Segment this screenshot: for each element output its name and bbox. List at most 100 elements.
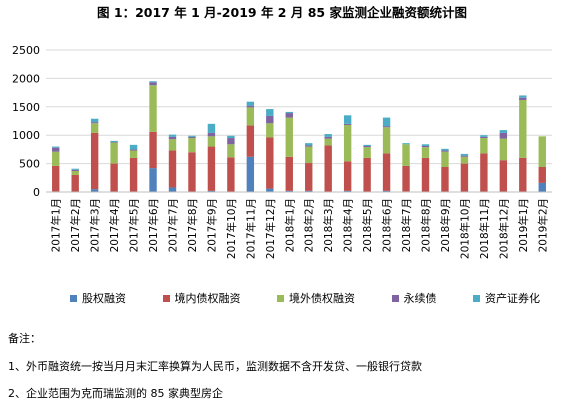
bar-segment (382, 190, 391, 192)
x-tick-label: 2017年3月 (89, 198, 102, 252)
bar-segment (285, 113, 293, 118)
bar-segment (460, 156, 469, 164)
bar-segment (285, 156, 293, 191)
bar-segment (110, 163, 118, 192)
bar-segment (90, 118, 99, 123)
x-tick-label: 2018年7月 (400, 198, 413, 252)
bar-segment (441, 151, 449, 168)
bar-segment (227, 135, 235, 139)
bar-segment (519, 95, 527, 98)
bar-segment (110, 140, 118, 143)
legend-swatch (277, 294, 284, 302)
bar-segment (480, 153, 488, 192)
x-tick-label: 2017年11月 (244, 198, 257, 259)
bar-segment (52, 146, 60, 148)
note-line-1: 1、外币融资统一按当月月末汇率换算为人民币，监测数据不含开发贷、一般银行贷款 (8, 360, 422, 373)
bar-segment (71, 168, 79, 170)
bar-segment (343, 115, 352, 124)
chart-legend: 股权融资 境内债权融资 境外债权融资 永续债 资产证券化 (70, 290, 540, 306)
bar-segment (538, 182, 546, 192)
bar-segment (343, 123, 352, 125)
legend-item: 股权融资 (70, 290, 126, 306)
bar-segment (188, 136, 196, 139)
x-tick-label: 2018年4月 (342, 198, 355, 252)
bar-segment (266, 115, 274, 124)
bar-segment (129, 144, 138, 150)
y-tick-label: 500 (19, 158, 40, 171)
bar-segment (52, 165, 60, 192)
bar-segment (460, 153, 469, 156)
bar-segment (149, 85, 157, 132)
bar-segment (207, 123, 216, 133)
stacked-bar-chart: 0 500 1000 1500 2000 2500 2017年1月 2017年2月 2017年3… (12, 44, 552, 259)
x-tick-label: 2017年9月 (205, 198, 218, 252)
bar-segment (285, 190, 293, 192)
bar-segment (538, 136, 546, 168)
x-tick-label: 2018年1月 (283, 198, 296, 252)
bar-segment (227, 157, 235, 192)
bar-segment (207, 132, 216, 137)
bar-segment (129, 157, 138, 192)
bar-segment (441, 148, 449, 151)
legend-label: 境内债权融资 (174, 292, 241, 305)
legend-item: 资产证券化 (473, 290, 540, 306)
legend-item: 永续债 (391, 290, 437, 306)
bar-segment (266, 123, 274, 138)
bar-segment (305, 145, 313, 147)
bar-segment (421, 145, 430, 148)
bar-segment (71, 169, 79, 171)
x-tick-label: 2018年8月 (420, 198, 433, 252)
bar-segment (324, 138, 332, 146)
x-tick-label: 2017年8月 (186, 198, 199, 252)
legend-label: 资产证券化 (485, 292, 540, 305)
bar-segment (246, 107, 255, 126)
bar-segment (207, 136, 216, 147)
x-tick-label: 2018年6月 (381, 198, 394, 252)
bar-segment (519, 97, 527, 100)
bar-segment (363, 145, 371, 148)
bar-segment (188, 152, 196, 192)
legend-item: 境外债权融资 (277, 290, 355, 306)
bar-segment (382, 127, 391, 154)
bar-segment (227, 144, 235, 158)
bar-segment (324, 136, 332, 139)
bar-segment (110, 142, 118, 164)
bar-segment (363, 147, 371, 158)
bar-segment (421, 144, 430, 146)
bar-segment (305, 190, 313, 192)
chart-title: 图 1：2017 年 1 月-2019 年 2 月 85 家监测企业融资额统计图 (97, 5, 467, 20)
bar-segment (246, 105, 255, 108)
bar-segment (305, 146, 313, 164)
bar-segment (480, 136, 488, 139)
bar-segment (110, 142, 118, 143)
bar-segment (480, 138, 488, 154)
bar-segment (324, 145, 332, 192)
bar-segment (402, 144, 410, 166)
bar-segment (499, 160, 508, 192)
legend-swatch (162, 294, 170, 302)
bar-segment (343, 124, 352, 162)
note-line-2: 2、企业范围为克而瑞监测的 85 家典型房企 (8, 387, 223, 400)
bar-segment (343, 190, 352, 192)
x-tick-label: 2019年2月 (536, 198, 549, 252)
bar-segment (382, 117, 391, 127)
bar-segment (363, 144, 371, 146)
bar-segment (441, 167, 449, 192)
bar-segment (480, 135, 488, 137)
bar-segment (402, 165, 410, 192)
bar-segment (246, 125, 255, 157)
x-tick-label: 2017年5月 (128, 198, 141, 252)
x-tick-label: 2017年12月 (264, 198, 277, 259)
bar-segment (149, 82, 157, 86)
y-tick-label: 0 (33, 186, 40, 199)
bar-segment (499, 138, 508, 161)
bar-segment (421, 157, 430, 192)
y-tick-label: 2500 (12, 44, 40, 57)
bar-segment (382, 126, 391, 128)
x-tick-label: 2018年5月 (361, 198, 374, 252)
legend-item: 境内债权融资 (162, 290, 241, 306)
bar-segment (402, 143, 410, 145)
bar-segment (168, 187, 177, 192)
bar-segment (441, 150, 449, 152)
bar-segment (499, 130, 508, 133)
